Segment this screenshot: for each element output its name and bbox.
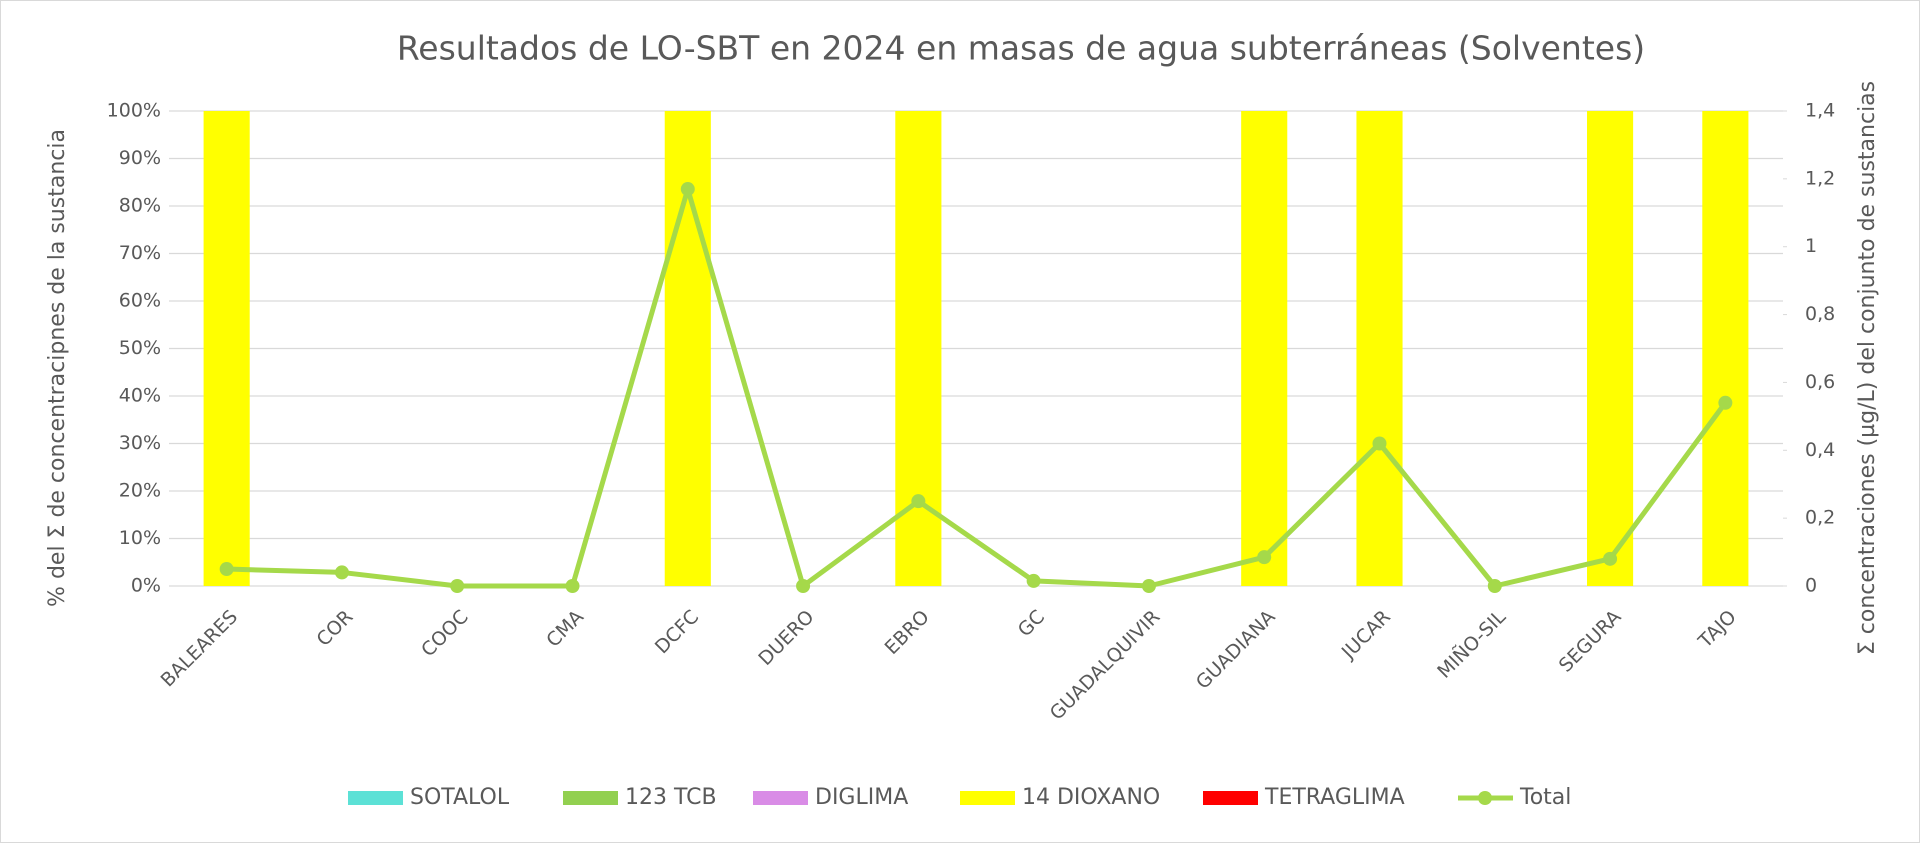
- total-marker: [911, 494, 926, 509]
- legend-label: TETRAGLIMA: [1264, 785, 1405, 810]
- legend-label: Total: [1519, 785, 1571, 810]
- legend-marker: [753, 791, 808, 805]
- total-marker: [1026, 573, 1041, 588]
- total-marker: [219, 562, 234, 577]
- y-tick-label: 50%: [119, 337, 161, 359]
- x-tick-label: MIÑO-SIL: [1433, 605, 1511, 683]
- bar-segment: [203, 111, 250, 586]
- y-tick-label: 30%: [119, 432, 161, 454]
- x-tick-label: GUADALQUIVIR: [1046, 606, 1165, 725]
- x-tick-label: TAJO: [1694, 606, 1741, 653]
- total-marker: [1257, 550, 1272, 565]
- legend-marker: [348, 791, 403, 805]
- y-tick-label: 10%: [119, 527, 161, 549]
- y-tick-label: 70%: [119, 242, 161, 264]
- y-tick-label: 20%: [119, 480, 161, 502]
- legend-label: 123 TCB: [625, 785, 717, 810]
- bar-segment: [1702, 111, 1749, 586]
- x-tick-label: COOC: [417, 606, 472, 661]
- x-tick-label: JUCAR: [1337, 606, 1395, 664]
- x-tick-label: COR: [312, 606, 357, 651]
- y2-tick-label: 1: [1805, 235, 1817, 257]
- bar-segment: [1241, 111, 1288, 586]
- legend-label: DIGLIMA: [815, 785, 908, 810]
- x-tick-label: GUADIANA: [1192, 606, 1280, 694]
- legend-marker: [960, 791, 1015, 805]
- y2-tick-label: 0,6: [1805, 371, 1835, 393]
- y2-axis-title: Σ concentraciones (µg/L) del conjunto de…: [1855, 81, 1880, 655]
- y2-tick-label: 0,4: [1805, 439, 1835, 461]
- total-marker: [1141, 579, 1156, 593]
- y2-tick-label: 0,8: [1805, 303, 1835, 325]
- legend-marker: [563, 791, 618, 805]
- y2-tick-label: 0: [1805, 575, 1817, 597]
- bar-segment: [1587, 111, 1634, 586]
- y-tick-label: 0%: [131, 575, 161, 597]
- total-marker: [565, 579, 580, 593]
- total-marker: [450, 579, 465, 593]
- x-tick-label: CMA: [542, 606, 588, 652]
- total-line: [226, 186, 1728, 589]
- x-tick-label: DUERO: [754, 606, 818, 670]
- y-tick-label: 90%: [119, 147, 161, 169]
- y-tick-label: 100%: [107, 100, 161, 122]
- x-tick-label: SEGURA: [1555, 606, 1626, 677]
- x-tick-label: EBRO: [881, 606, 934, 659]
- total-marker: [680, 182, 695, 197]
- x-tick-label: BALEARES: [157, 606, 242, 691]
- bar-segment: [1356, 111, 1403, 586]
- x-tick-label: GC: [1014, 606, 1049, 641]
- legend-marker: [1478, 791, 1492, 805]
- total-marker: [334, 565, 349, 580]
- legend-label: 14 DIOXANO: [1022, 785, 1160, 810]
- legend-marker: [1203, 791, 1258, 805]
- total-marker: [1718, 395, 1733, 410]
- y2-tick-label: 1,4: [1805, 100, 1835, 122]
- total-marker: [1372, 436, 1387, 451]
- total-marker: [1603, 551, 1618, 566]
- y-axis-title: % del Σ de concentracipnes de la sustanc…: [45, 129, 70, 607]
- total-marker: [796, 579, 811, 593]
- legend-label: SOTALOL: [410, 785, 510, 810]
- chart-title: Resultados de LO-SBT en 2024 en masas de…: [397, 29, 1645, 68]
- total-marker: [1487, 579, 1502, 593]
- y-tick-label: 60%: [119, 290, 161, 312]
- y2-tick-label: 1,2: [1805, 167, 1835, 189]
- y-tick-label: 40%: [119, 385, 161, 407]
- y2-tick-label: 0,2: [1805, 507, 1835, 529]
- x-tick-label: DCFC: [651, 606, 703, 658]
- y-tick-label: 80%: [119, 195, 161, 217]
